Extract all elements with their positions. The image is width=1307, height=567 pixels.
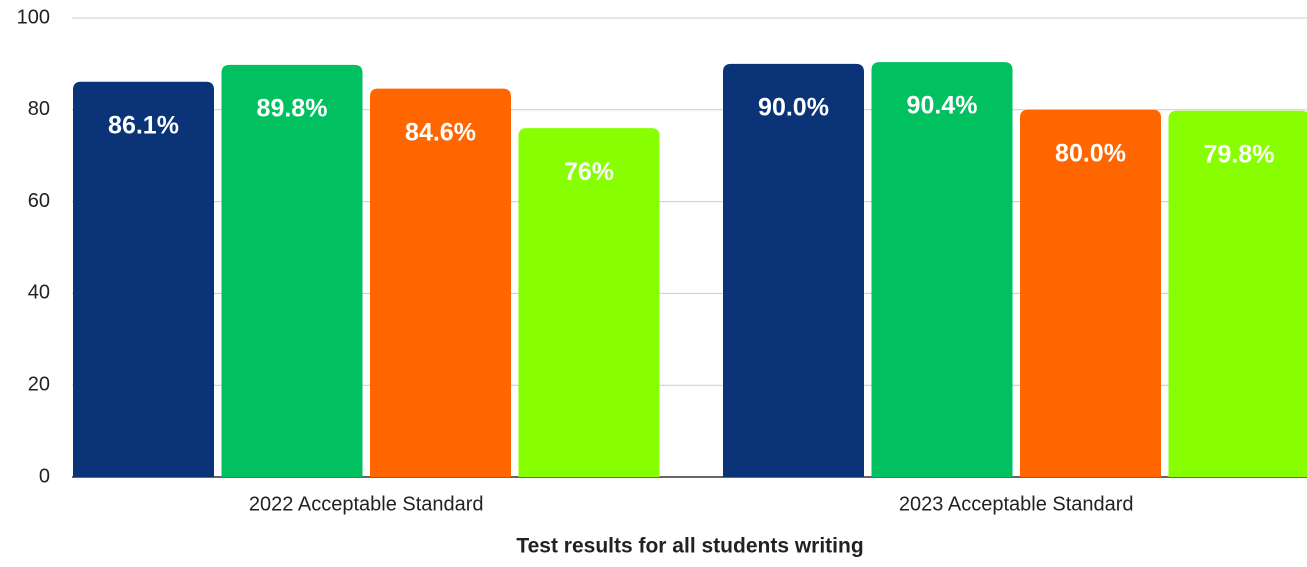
value-label: 79.8% bbox=[1204, 140, 1275, 168]
value-label: 86.1% bbox=[108, 111, 179, 139]
bar bbox=[222, 65, 363, 477]
value-label: 90.0% bbox=[758, 94, 829, 122]
bar bbox=[370, 89, 511, 477]
bar bbox=[73, 82, 214, 477]
x-tick-label: 2022 Acceptable Standard bbox=[249, 493, 484, 515]
y-tick-label: 60 bbox=[28, 190, 50, 212]
x-axis-label: Test results for all students writing bbox=[516, 535, 863, 558]
bar bbox=[872, 62, 1013, 477]
value-label: 89.8% bbox=[257, 94, 328, 122]
y-tick-label: 20 bbox=[28, 373, 50, 395]
y-tick-label: 0 bbox=[39, 465, 50, 487]
value-label: 76% bbox=[564, 158, 614, 186]
x-tick-label: 2023 Acceptable Standard bbox=[899, 493, 1134, 515]
value-label: 84.6% bbox=[405, 118, 476, 146]
bar bbox=[723, 64, 864, 477]
value-label: 80.0% bbox=[1055, 139, 1126, 167]
y-tick-label: 100 bbox=[17, 6, 50, 28]
y-tick-label: 80 bbox=[28, 98, 50, 120]
value-label: 90.4% bbox=[907, 92, 978, 120]
y-tick-label: 40 bbox=[28, 282, 50, 304]
